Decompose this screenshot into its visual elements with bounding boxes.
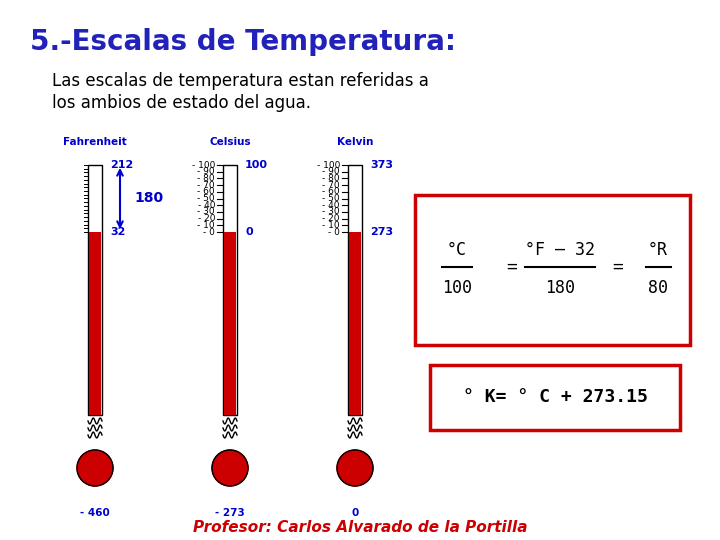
Bar: [349, 232, 361, 415]
Bar: [415, 195, 690, 345]
Text: 180: 180: [134, 192, 163, 206]
Text: °F – 32: °F – 32: [525, 241, 595, 259]
Text: =: =: [507, 258, 518, 276]
Text: - 100: - 100: [317, 160, 340, 170]
Text: Kelvin: Kelvin: [337, 137, 373, 147]
Text: - 20: - 20: [323, 214, 340, 223]
Bar: [88, 165, 102, 415]
Text: - 70: - 70: [323, 180, 340, 190]
Text: - 100: - 100: [192, 160, 215, 170]
Text: 212: 212: [110, 160, 133, 170]
Text: 0: 0: [351, 508, 359, 518]
Text: - 80: - 80: [197, 174, 215, 183]
Text: - 10: - 10: [323, 221, 340, 230]
Text: 100: 100: [442, 279, 472, 297]
Text: =: =: [613, 258, 624, 276]
Text: - 273: - 273: [215, 508, 245, 518]
Text: 80: 80: [648, 279, 668, 297]
Text: °R: °R: [648, 241, 668, 259]
Text: ° K= ° C + 273.15: ° K= ° C + 273.15: [462, 388, 647, 407]
Bar: [430, 365, 680, 430]
Text: - 0: - 0: [328, 227, 340, 237]
Text: - 50: - 50: [197, 194, 215, 203]
Circle shape: [77, 450, 113, 486]
Text: °C: °C: [447, 241, 467, 259]
Text: - 70: - 70: [197, 180, 215, 190]
Text: 180: 180: [545, 279, 575, 297]
Text: - 0: - 0: [203, 227, 215, 237]
Text: - 90: - 90: [197, 167, 215, 176]
Text: - 60: - 60: [197, 187, 215, 197]
Bar: [223, 165, 237, 415]
Text: - 80: - 80: [323, 174, 340, 183]
Circle shape: [212, 450, 248, 486]
Text: Las escalas de temperatura estan referidas a: Las escalas de temperatura estan referid…: [52, 72, 429, 90]
Text: - 40: - 40: [323, 201, 340, 210]
Bar: [348, 165, 362, 415]
Text: Fahrenheit: Fahrenheit: [63, 137, 127, 147]
Text: 373: 373: [370, 160, 393, 170]
Text: - 90: - 90: [323, 167, 340, 176]
Circle shape: [337, 450, 373, 486]
Bar: [224, 232, 236, 415]
Text: - 30: - 30: [323, 207, 340, 217]
Text: 5.-Escalas de Temperatura:: 5.-Escalas de Temperatura:: [30, 28, 456, 56]
Text: Celsius: Celsius: [210, 137, 251, 147]
Text: - 60: - 60: [323, 187, 340, 197]
Text: - 30: - 30: [197, 207, 215, 217]
Text: Profesor: Carlos Alvarado de la Portilla: Profesor: Carlos Alvarado de la Portilla: [193, 520, 527, 535]
Text: - 50: - 50: [323, 194, 340, 203]
Text: los ambios de estado del agua.: los ambios de estado del agua.: [52, 94, 311, 112]
Text: 0: 0: [245, 227, 253, 237]
Text: 100: 100: [245, 160, 268, 170]
Bar: [89, 232, 101, 415]
Text: 273: 273: [370, 227, 393, 237]
Text: - 20: - 20: [197, 214, 215, 223]
Text: - 10: - 10: [197, 221, 215, 230]
Text: - 40: - 40: [197, 201, 215, 210]
Text: 32: 32: [110, 227, 125, 237]
Text: - 460: - 460: [80, 508, 110, 518]
